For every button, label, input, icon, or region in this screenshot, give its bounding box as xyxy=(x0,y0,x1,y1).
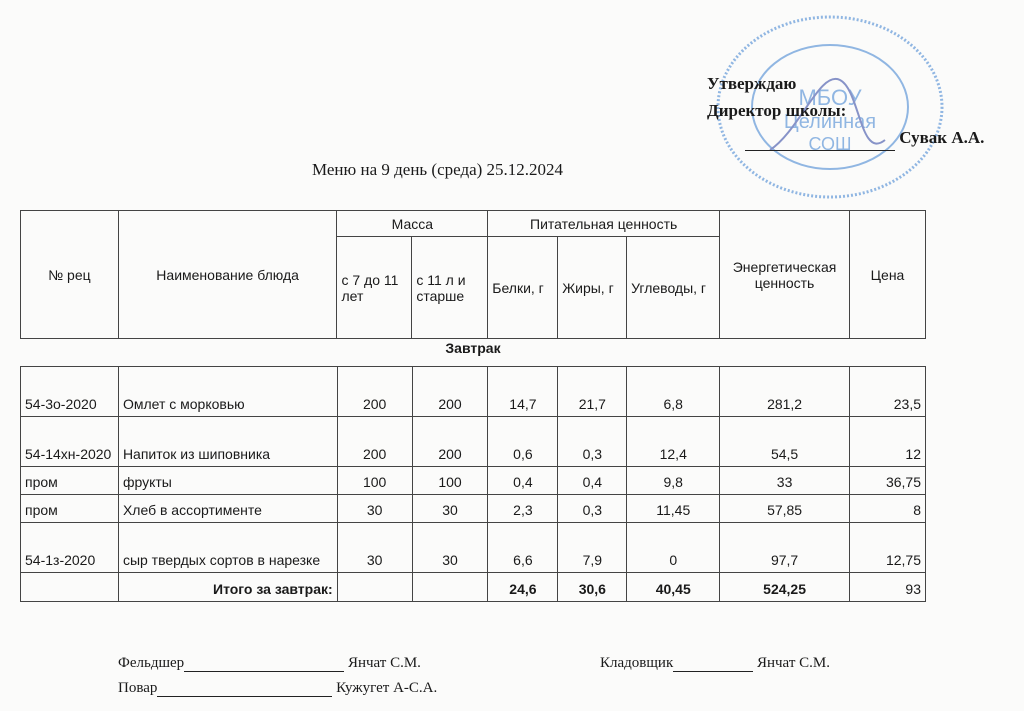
approval-heading: Утверждаю xyxy=(707,74,797,93)
dish-name: Омлет с морковью xyxy=(117,366,338,417)
header-name: Наименование блюда xyxy=(117,210,338,339)
recipe-number: 54-1з-2020 xyxy=(20,522,119,573)
storekeeper-name: Янчат С.М. xyxy=(756,655,830,671)
carbs: 11,45 xyxy=(626,494,721,523)
total-fat: 30,6 xyxy=(557,572,628,602)
header-mass-7-11: с 7 до 11 лет xyxy=(336,236,413,339)
dish-name: сыр твердых сортов в нарезке xyxy=(117,522,338,573)
medic-signature: Фельдшер Янчат С.М. xyxy=(118,655,421,672)
table-row: пром Хлеб в ассортименте 30 30 2,3 0,3 11,45 57… xyxy=(20,494,926,523)
price: 12 xyxy=(849,416,926,467)
table-row: 54-3о-2020 Омлет с морковью 200 200 14,7 21,7… xyxy=(20,366,926,417)
fat: 21,7 xyxy=(557,366,628,417)
total-carbs: 40,45 xyxy=(626,572,721,602)
carbs: 6,8 xyxy=(626,366,721,417)
header-rec: № рец xyxy=(20,210,119,339)
storekeeper-role: Кладовщик xyxy=(600,655,674,671)
storekeeper-signature: Кладовщик Янчат С.М. xyxy=(600,655,830,672)
fat: 0,3 xyxy=(557,494,628,523)
medic-name: Янчат С.М. xyxy=(347,655,421,671)
mass-7-11: 30 xyxy=(336,522,413,573)
table-row: 54-14хн-2020 Напиток из шиповника 200 200 0,… xyxy=(20,416,926,467)
director-name: Сувак А.А. xyxy=(899,128,985,147)
section-title: Завтрак xyxy=(445,340,501,356)
approval-block: Утверждаю Директор школы: Сувак А.А. xyxy=(707,70,984,151)
table-row: пром фрукты 100 100 0,4 0,4 9,8 33 36,75 xyxy=(20,466,926,495)
price: 8 xyxy=(849,494,926,523)
header-price: Цена xyxy=(849,210,926,339)
energy: 54,5 xyxy=(719,416,850,467)
mass-11: 30 xyxy=(411,522,489,573)
fat: 0,3 xyxy=(557,416,628,467)
total-price: 93 xyxy=(849,572,926,602)
price: 36,75 xyxy=(849,466,926,495)
total-row: Итого за завтрак: 24,6 30,6 40,45 524,25… xyxy=(20,572,926,602)
total-energy: 524,25 xyxy=(719,572,850,602)
carbs: 0 xyxy=(626,522,721,573)
recipe-number: пром xyxy=(20,466,119,495)
protein: 2,3 xyxy=(487,494,559,523)
carbs: 12,4 xyxy=(626,416,721,467)
header-carbs: Углеводы, г xyxy=(626,236,721,339)
menu-table-body: 54-3о-2020 Омлет с морковью 200 200 14,7 21,7… xyxy=(20,366,926,602)
fat: 7,9 xyxy=(557,522,628,573)
header-mass: Масса xyxy=(336,210,489,237)
carbs: 9,8 xyxy=(626,466,721,495)
svg-text:Целинная: Целинная xyxy=(784,111,876,133)
energy: 97,7 xyxy=(719,522,850,573)
header-protein: Белки, г xyxy=(487,236,559,339)
table-row: 54-1з-2020 сыр твердых сортов в нарезке 30… xyxy=(20,522,926,573)
fat: 0,4 xyxy=(557,466,628,495)
cook-signature: Повар Кужугет А-С.А. xyxy=(118,680,437,697)
mass-11: 200 xyxy=(411,366,489,417)
mass-7-11: 200 xyxy=(336,366,413,417)
price: 12,75 xyxy=(849,522,926,573)
header-fat: Жиры, г xyxy=(557,236,628,339)
energy: 281,2 xyxy=(719,366,850,417)
energy: 57,85 xyxy=(719,494,850,523)
header-nutrition: Питательная ценность xyxy=(487,210,721,237)
director-signature-line xyxy=(745,132,895,151)
mass-11: 30 xyxy=(411,494,489,523)
total-protein: 24,6 xyxy=(487,572,559,602)
recipe-number: 54-14хн-2020 xyxy=(20,416,119,467)
dish-name: фрукты xyxy=(117,466,338,495)
protein: 6,6 xyxy=(487,522,559,573)
energy: 33 xyxy=(719,466,850,495)
approval-position: Директор школы: xyxy=(707,101,847,120)
mass-7-11: 30 xyxy=(336,494,413,523)
total-label: Итого за завтрак: xyxy=(117,572,338,602)
protein: 14,7 xyxy=(487,366,559,417)
dish-name: Хлеб в ассортименте xyxy=(117,494,338,523)
mass-11: 100 xyxy=(411,466,489,495)
page-title: Меню на 9 день (среда) 25.12.2024 xyxy=(312,160,564,179)
cook-name: Кужугет А-С.А. xyxy=(336,680,438,696)
medic-role: Фельдшер xyxy=(118,655,185,671)
dish-name: Напиток из шиповника xyxy=(117,416,338,467)
header-mass-11: с 11 л и старше xyxy=(411,236,489,339)
menu-table-header: № рец Наименование блюда Масса Питательн… xyxy=(20,210,926,339)
cook-role: Повар xyxy=(118,680,158,696)
mass-7-11: 200 xyxy=(336,416,413,467)
price: 23,5 xyxy=(849,366,926,417)
header-energy: Энергетическая ценность xyxy=(719,210,851,339)
svg-text:СОШ: СОШ xyxy=(808,134,851,154)
protein: 0,4 xyxy=(487,466,559,495)
school-stamp: МБОУ Целинная СОШ xyxy=(716,15,944,199)
mass-11: 200 xyxy=(411,416,489,467)
protein: 0,6 xyxy=(487,416,559,467)
recipe-number: пром xyxy=(20,494,119,523)
recipe-number: 54-3о-2020 xyxy=(20,366,119,417)
mass-7-11: 100 xyxy=(336,466,413,495)
